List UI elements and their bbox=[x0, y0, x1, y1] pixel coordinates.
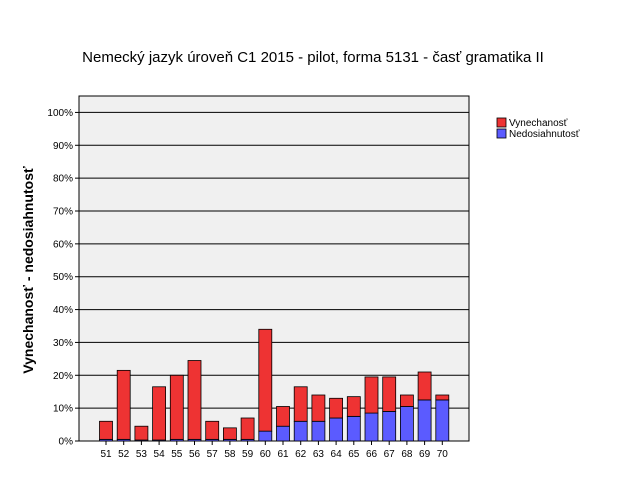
x-tick-label: 66 bbox=[366, 449, 378, 460]
bar-nedosiahnutost bbox=[346, 415, 361, 442]
y-tick-label: 20% bbox=[53, 371, 73, 382]
y-tick-label: 30% bbox=[53, 338, 73, 349]
bar-vynechanost bbox=[169, 374, 184, 440]
bar-vynechanost bbox=[399, 394, 414, 407]
x-tick-label: 70 bbox=[437, 449, 449, 460]
legend-swatch bbox=[496, 128, 507, 139]
bar-vynechanost bbox=[311, 394, 326, 422]
bar-vynechanost bbox=[134, 425, 149, 441]
x-tick-label: 54 bbox=[154, 449, 166, 460]
bar-vynechanost bbox=[99, 420, 113, 440]
x-tick-label: 65 bbox=[348, 449, 360, 460]
bar-vynechanost bbox=[276, 406, 290, 427]
x-tick-label: 62 bbox=[295, 449, 307, 460]
bar-vynechanost bbox=[258, 328, 273, 432]
x-tick-label: 58 bbox=[224, 449, 236, 460]
x-tick-label: 52 bbox=[118, 449, 130, 460]
y-tick-label: 90% bbox=[53, 141, 73, 152]
x-tick-label: 64 bbox=[331, 449, 343, 460]
chart-title: Nemecký jazyk úroveň C1 2015 - pilot, fo… bbox=[82, 49, 544, 66]
bar-vynechanost bbox=[293, 386, 308, 422]
bar-nedosiahnutost bbox=[329, 417, 344, 442]
legend-label: Vynechanosť bbox=[509, 118, 568, 129]
y-tick-labels: 0% 10% 20% 30% 40% 50% 60% 70% 80% 90% 100% bbox=[47, 108, 79, 448]
bar-nedosiahnutost bbox=[364, 412, 379, 442]
bar-vynechanost bbox=[346, 396, 361, 417]
bar-vynechanost bbox=[329, 397, 344, 419]
bar-vynechanost bbox=[222, 427, 237, 440]
grid-layer bbox=[79, 111, 469, 409]
bar-nedosiahnutost bbox=[258, 430, 273, 442]
x-tick-label: 68 bbox=[401, 449, 413, 460]
y-tick-label: 0% bbox=[59, 437, 74, 448]
x-tick-label: 59 bbox=[242, 449, 254, 460]
bar-vynechanost bbox=[240, 417, 255, 440]
x-tick-label: 56 bbox=[189, 449, 201, 460]
y-tick-label: 50% bbox=[53, 272, 73, 283]
x-tick-label: 69 bbox=[419, 449, 431, 460]
bar-vynechanost bbox=[116, 369, 131, 440]
legend-swatch bbox=[496, 117, 507, 128]
x-tick-label: 63 bbox=[313, 449, 325, 460]
x-tick-label: 53 bbox=[136, 449, 148, 460]
x-tick-labels: 51 52 53 54 55 56 57 58 59 60 61 62 63 64 65 66 67 68 69 70 bbox=[100, 441, 448, 460]
bar-vynechanost bbox=[364, 376, 379, 414]
x-tick-label: 67 bbox=[384, 449, 396, 460]
x-tick-label: 61 bbox=[277, 449, 289, 460]
y-tick-label: 70% bbox=[53, 207, 73, 218]
bar-nedosiahnutost bbox=[417, 399, 432, 442]
bar-nedosiahnutost bbox=[276, 425, 290, 442]
bar-nedosiahnutost bbox=[399, 406, 414, 442]
x-tick-label: 57 bbox=[207, 449, 219, 460]
bar-vynechanost bbox=[417, 371, 432, 401]
plot-area bbox=[78, 95, 470, 442]
y-axis-label: Vynechanosť - nedosiahnutosť bbox=[20, 166, 36, 374]
x-tick-label: 55 bbox=[171, 449, 183, 460]
bar-vynechanost bbox=[382, 376, 397, 412]
legend-label: Nedosiahnutosť bbox=[509, 129, 580, 140]
x-tick-label: 60 bbox=[260, 449, 272, 460]
bar-vynechanost bbox=[152, 386, 167, 441]
bar-nedosiahnutost bbox=[435, 399, 450, 442]
bar-vynechanost bbox=[205, 420, 220, 440]
bar-vynechanost bbox=[435, 394, 450, 401]
bar-vynechanost bbox=[187, 360, 202, 440]
y-tick-label: 40% bbox=[53, 305, 73, 316]
y-tick-label: 10% bbox=[53, 404, 73, 415]
x-tick-label: 51 bbox=[100, 449, 112, 460]
y-tick-label: 80% bbox=[53, 174, 73, 185]
bar-nedosiahnutost bbox=[382, 411, 397, 442]
bars-layer bbox=[99, 328, 450, 442]
bar-nedosiahnutost bbox=[311, 420, 326, 442]
bar-nedosiahnutost bbox=[293, 420, 308, 442]
y-tick-label: 60% bbox=[53, 239, 73, 250]
y-tick-label: 100% bbox=[47, 108, 73, 119]
